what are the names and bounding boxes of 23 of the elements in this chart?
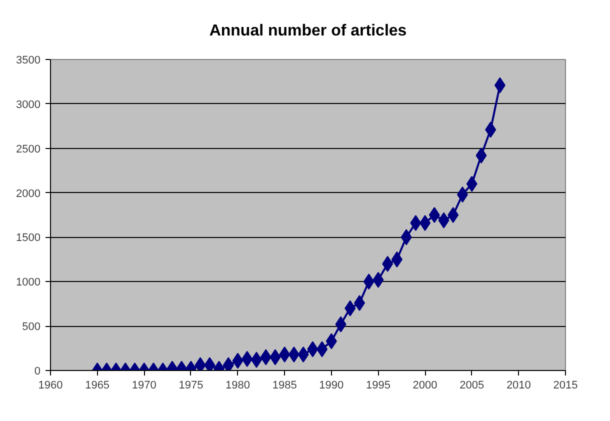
y-tick-label: 1500	[16, 232, 41, 244]
chart-title: Annual number of articles	[209, 22, 407, 40]
y-tick-label: 3500	[16, 54, 41, 66]
x-tick-label: 1980	[226, 380, 250, 392]
x-tick-label: 2000	[412, 380, 438, 392]
y-tick-label: 2000	[16, 188, 41, 200]
x-tick-label: 2005	[460, 380, 484, 392]
point	[448, 207, 459, 223]
y-tick-label: 2500	[16, 143, 41, 156]
x-tick-label: 2015	[553, 380, 578, 392]
point	[428, 207, 440, 223]
y-tick-label: 3000	[16, 98, 41, 111]
x-tick-label: 1975	[178, 380, 204, 392]
x-tick-label: 2010	[506, 380, 531, 392]
x-tick-label: 1985	[272, 380, 297, 392]
y-tick-label: 0	[34, 366, 41, 378]
x-tick-label: 1995	[366, 380, 390, 392]
y-tick-label: 500	[22, 321, 41, 334]
y-tick-label: 1000	[16, 276, 41, 289]
x-tick-label: 1960	[38, 380, 63, 392]
x-tick-label: 1965	[85, 380, 110, 392]
x-tick-label: 1990	[319, 380, 344, 392]
x-tick-label: 1970	[132, 380, 156, 392]
